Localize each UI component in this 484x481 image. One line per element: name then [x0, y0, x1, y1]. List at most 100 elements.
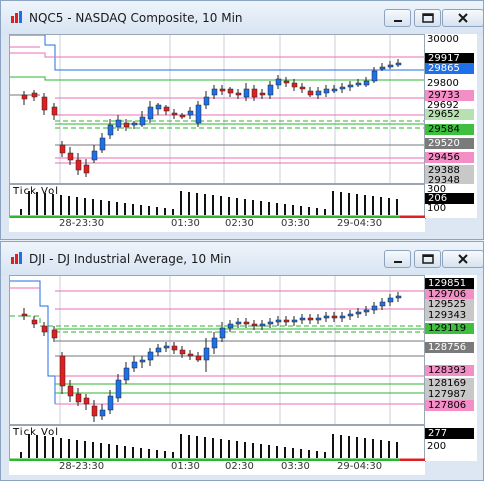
candle — [155, 104, 162, 110]
price-level-tag: 29520 — [425, 138, 474, 149]
volume-bar — [172, 209, 174, 215]
candle — [211, 337, 218, 349]
candle — [163, 345, 170, 349]
candle — [227, 323, 234, 329]
price-level-tag: 29388 — [425, 165, 474, 176]
time-axis: 28-23:30 01:30 02:30 03:30 29-04:30 — [9, 218, 425, 232]
candle — [371, 70, 378, 82]
price-level-tag: 29652 — [425, 109, 474, 120]
volume-bar — [364, 195, 366, 215]
volume-axis: 277 200 — [425, 425, 477, 461]
minimize-button[interactable] — [384, 9, 411, 27]
volume-bar — [60, 195, 62, 215]
candle — [379, 301, 386, 307]
price-level-tag: 29584 — [425, 124, 474, 135]
price-plot[interactable] — [9, 275, 425, 425]
time-axis: 28-23:30 01:30 02:30 03:30 29-04:30 — [9, 461, 425, 475]
candle — [251, 323, 258, 327]
candle — [91, 150, 98, 161]
candle — [195, 355, 202, 361]
candle — [41, 325, 48, 333]
volume-bar — [324, 209, 326, 215]
candle — [355, 82, 362, 86]
candle — [155, 347, 162, 353]
candle — [307, 90, 314, 96]
candle — [147, 106, 154, 120]
volume-bar — [348, 436, 350, 458]
window-title-bar[interactable]: DJI - DJ Industrial Average, 10 Min — [1, 242, 484, 276]
volume-bar — [60, 438, 62, 458]
candle — [387, 297, 394, 303]
minimize-icon — [394, 261, 402, 263]
volume-bar — [212, 438, 214, 458]
price-plot[interactable] — [9, 34, 425, 184]
candle — [179, 349, 186, 355]
window-title-bar[interactable]: NQC5 - NASDAQ Composite, 10 Min — [1, 1, 484, 35]
price-level-tag: 29456 — [425, 152, 474, 163]
volume-label: Tick Vol — [13, 186, 60, 197]
candle — [187, 353, 194, 357]
volume-bar — [148, 449, 150, 458]
candle — [219, 88, 226, 92]
candle — [259, 92, 266, 96]
volume-bar — [28, 191, 30, 215]
volume-bar — [292, 205, 294, 215]
close-button[interactable] — [442, 250, 484, 268]
volume-bar — [308, 450, 310, 458]
candle — [315, 90, 322, 96]
volume-bar — [388, 198, 390, 215]
candle — [179, 114, 186, 118]
volume-bar — [196, 436, 198, 458]
candle — [31, 319, 38, 325]
candle — [211, 88, 218, 96]
close-icon — [458, 254, 468, 264]
volume-panel: Tick Vol — [9, 425, 426, 462]
volume-bar — [180, 191, 182, 215]
restore-button[interactable] — [414, 9, 441, 27]
candle — [99, 409, 106, 417]
volume-bars — [10, 191, 426, 219]
candle — [291, 82, 298, 88]
candle — [75, 393, 82, 403]
candle — [251, 88, 258, 98]
candle — [243, 321, 250, 325]
restore-button[interactable] — [414, 250, 441, 268]
price-axis: 30000 29800 29692 29917 29865 29733 29652 29584… — [425, 34, 477, 186]
volume-bar — [364, 438, 366, 458]
price-level-tag: 128169 — [425, 378, 474, 389]
price-level-tag: 127806 — [425, 400, 474, 411]
candle — [21, 313, 28, 317]
volume-bar — [204, 437, 206, 458]
volume-bar — [20, 452, 22, 458]
resistance-line — [10, 52, 424, 58]
candle — [291, 319, 298, 323]
minimize-button[interactable] — [384, 250, 411, 268]
volume-bar — [316, 451, 318, 458]
candle — [339, 315, 346, 319]
candle — [347, 84, 354, 88]
price-level-tag: 129343 — [425, 310, 474, 321]
volume-bar — [252, 443, 254, 458]
volume-bar — [236, 198, 238, 215]
price-level-tag: 29917 — [425, 53, 474, 64]
time-label: 29-04:30 — [337, 218, 383, 229]
candle — [51, 329, 58, 339]
time-label: 01:30 — [171, 218, 200, 229]
candlestick-chart — [10, 35, 424, 183]
volume-bar — [36, 435, 38, 458]
volume-bar — [100, 443, 102, 458]
volume-panel: Tick Vol — [9, 184, 426, 219]
volume-bar — [132, 447, 134, 458]
candle — [235, 321, 242, 325]
chart-app-icon — [11, 11, 22, 23]
close-button[interactable] — [442, 9, 484, 27]
volume-bar — [252, 200, 254, 215]
volume-current-tag: 277 — [425, 428, 474, 439]
volume-bar — [172, 452, 174, 458]
volume-bar — [108, 444, 110, 458]
candle — [107, 124, 114, 136]
candle — [91, 405, 98, 417]
volume-bar — [292, 448, 294, 458]
volume-bar — [156, 207, 158, 215]
volume-label: Tick Vol — [13, 427, 60, 438]
